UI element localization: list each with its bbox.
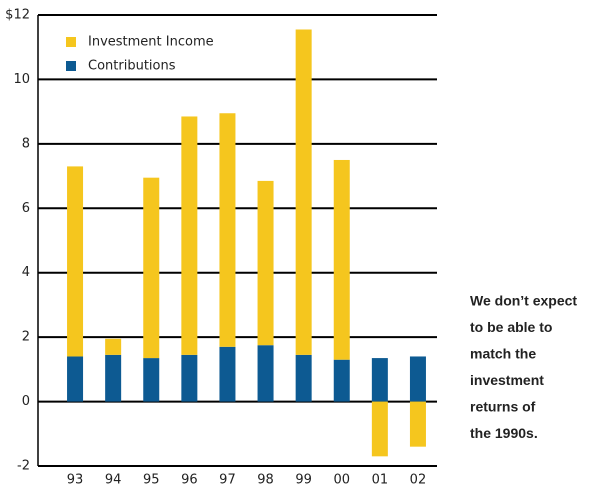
annotation: match the [470,346,536,362]
bar-segment [371,358,388,402]
annotation: to be able to [470,319,552,335]
bar-segment [143,177,160,359]
bar-segment [333,159,350,360]
bar-segment [67,356,84,402]
x-tick-label: 02 [410,473,427,487]
bar-segment [181,354,198,402]
legend-swatch [66,37,76,47]
bar-segment [333,359,350,402]
annotation: the 1990s. [470,425,538,441]
annotation: We don’t expect [470,293,577,309]
bar-segment [105,354,122,402]
bar-segment [143,358,160,402]
x-tick-label: 93 [67,473,84,487]
bar-segment [371,401,388,457]
bar-segment [219,346,236,402]
x-tick-label: 95 [143,473,160,487]
bar-segment [181,116,198,355]
bar-segment [409,401,426,447]
x-tick-label: 01 [372,473,389,487]
legend-swatch [66,61,76,71]
legend-label: Investment Income [88,35,214,50]
bar-segment [409,356,426,402]
bar-segment [295,29,312,355]
annotation: investment [470,372,544,388]
y-tick-label: 8 [22,136,30,151]
x-tick-label: 99 [295,473,312,487]
y-tick-label: $12 [5,8,30,23]
y-tick-label: 2 [22,330,30,345]
bar-segment [257,345,274,402]
y-tick-label: 4 [22,265,30,280]
bar-segment [257,180,274,346]
legend-label: Contributions [88,59,176,74]
y-tick-label: -2 [17,459,30,474]
bar-segment [219,113,236,347]
bar-segment [105,338,122,355]
bar-segment [67,166,84,357]
x-tick-label: 97 [219,473,236,487]
y-tick-label: 10 [13,72,30,87]
x-tick-label: 98 [257,473,274,487]
y-tick-label: 6 [22,201,30,216]
x-tick-label: 96 [181,473,198,487]
x-tick-label: 00 [333,473,350,487]
x-tick-label: 94 [105,473,122,487]
bar-segment [295,354,312,402]
annotation: returns of [470,399,536,415]
y-tick-label: 0 [22,394,30,409]
